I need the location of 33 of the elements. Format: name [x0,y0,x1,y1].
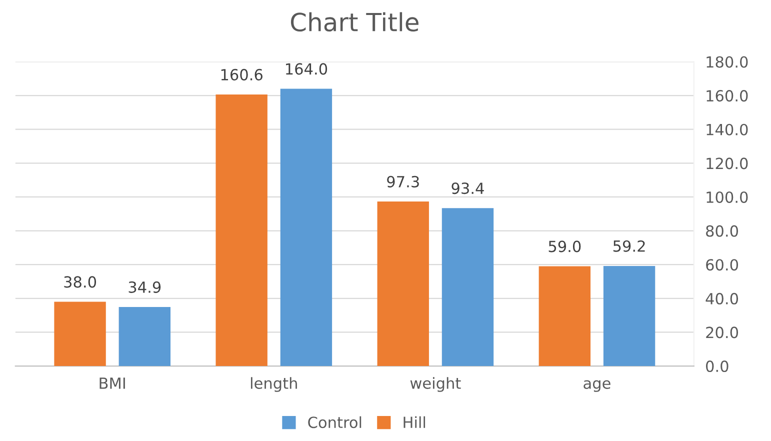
bar [216,94,268,366]
data-label: 59.2 [613,240,645,252]
x-tick-label: age [584,380,610,392]
y-tick-label: 100.0 [706,191,748,203]
y-tick-label: 20.0 [706,326,738,338]
y-tick-label: 80.0 [706,225,738,237]
y-tick-label: 160.0 [706,90,748,102]
bar [442,208,494,366]
data-label: 38.0 [64,276,96,288]
y-tick-label: 180.0 [706,56,748,68]
chart-title: Chart Title [290,12,418,32]
data-label: 34.9 [128,281,161,293]
bar [538,266,591,366]
bar [377,202,429,366]
y-tick-label: 60.0 [706,259,738,271]
y-tick-label: 40.0 [706,292,738,304]
x-tick-label: BMI [100,378,125,389]
x-tick-label: weight [410,377,461,392]
y-tick-label: 140.0 [706,124,748,136]
bar [54,302,106,366]
legend-label: Hill [404,416,426,428]
y-tick-label: 120.0 [706,158,748,170]
bar [280,88,332,366]
bar [603,266,656,366]
data-label: 59.0 [548,240,581,252]
data-label: 97.3 [387,176,419,188]
x-tick-label: length [250,377,297,392]
data-label: 164.0 [286,63,328,75]
legend-label: Control [308,416,362,428]
bar [118,307,170,366]
data-label: 93.4 [452,182,484,194]
y-tick-label: 0.0 [706,360,728,372]
data-label: 160.6 [221,68,262,80]
